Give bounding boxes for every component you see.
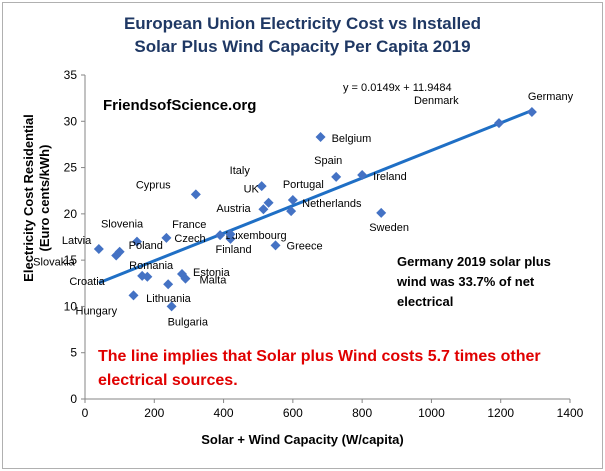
data-label-greece: Greece	[287, 240, 323, 252]
data-point-uk	[263, 197, 274, 208]
data-label-denmark: Denmark	[414, 95, 459, 107]
data-point-latvia	[93, 244, 104, 255]
data-label-slovenia: Slovenia	[101, 219, 144, 231]
data-point-sweden	[376, 207, 387, 218]
data-point-slovenia	[131, 236, 142, 247]
x-tick-label: 600	[283, 406, 303, 420]
data-point-hungary	[128, 290, 139, 301]
trendline	[98, 109, 533, 285]
data-label-slovakia: Slovakia	[33, 257, 75, 269]
chart-subtitle: Solar Plus Wind Capacity Per Capita 2019	[134, 37, 471, 56]
y-axis-label: Electricity Cost Residential (Euro cents…	[21, 93, 53, 303]
x-tick-label: 0	[82, 406, 89, 420]
y-tick-label: 30	[64, 114, 78, 128]
data-label-malta: Malta	[199, 275, 227, 287]
y-tick-label: 0	[70, 392, 77, 406]
data-label-lithuania: Lithuania	[146, 293, 192, 305]
y-axis-label-line1: Electricity Cost Residential	[21, 114, 36, 282]
data-label-belgium: Belgium	[332, 133, 372, 145]
data-label-sweden: Sweden	[369, 222, 409, 234]
x-axis-label: Solar + Wind Capacity (W/capita)	[201, 432, 404, 447]
data-label-italy: Italy	[230, 165, 251, 177]
y-tick-label: 20	[64, 207, 78, 221]
data-label-estonia: Estonia	[193, 267, 231, 279]
y-axis-label-line2: (Euro cents/kWh)	[37, 144, 52, 252]
data-point-austria	[258, 204, 269, 215]
data-point-finland	[225, 229, 236, 240]
data-label-finland: Finland	[216, 244, 252, 256]
x-tick-label: 400	[214, 406, 234, 420]
data-point-malta	[180, 273, 191, 284]
claim-annotation: The line implies that Solar plus Wind co…	[98, 348, 541, 389]
data-label-ireland: Ireland	[373, 171, 407, 183]
x-tick-label: 800	[352, 406, 372, 420]
data-label-croatia: Croatia	[69, 276, 105, 288]
data-label-germany: Germany	[528, 91, 574, 103]
y-tick-label: 10	[64, 299, 78, 313]
data-point-cyprus	[190, 189, 201, 200]
data-point-ireland	[357, 169, 368, 180]
data-label-poland: Poland	[129, 240, 163, 252]
data-label-spain: Spain	[314, 155, 342, 167]
x-tick-label: 1200	[487, 406, 514, 420]
y-tick-label: 35	[64, 68, 78, 82]
germany-note: Germany 2019 solar plus wind was 33.7% o…	[397, 254, 551, 309]
data-point-italy	[256, 181, 267, 192]
data-point-netherlands	[286, 206, 297, 217]
data-label-latvia: Latvia	[62, 235, 92, 247]
data-label-bulgaria: Bulgaria	[168, 316, 209, 328]
data-point-lithuania	[163, 279, 174, 290]
y-tick-label: 15	[64, 253, 78, 267]
x-tick-label: 1400	[557, 406, 584, 420]
chart-title: European Union Electricity Cost vs Insta…	[123, 14, 482, 33]
data-point-france	[215, 230, 226, 241]
data-point-czech	[161, 232, 172, 243]
y-tick-label: 25	[64, 161, 78, 175]
data-label-luxembourg: Luxembourg	[226, 230, 287, 242]
x-tick-label: 200	[144, 406, 164, 420]
data-label-portugal: Portugal	[283, 179, 324, 191]
data-label-cyprus: Cyprus	[136, 179, 171, 191]
data-point-denmark	[493, 118, 504, 129]
data-point-belgium	[315, 132, 326, 143]
data-point-greece	[270, 240, 281, 251]
data-label-france: France	[172, 219, 206, 231]
x-tick-label: 1000	[418, 406, 445, 420]
trendline-equation: y = 0.0149x + 11.9484	[343, 82, 452, 94]
data-point-portugal	[287, 194, 298, 205]
data-label-uk: UK	[244, 184, 260, 196]
data-label-hungary: Hungary	[76, 305, 118, 317]
watermark-text: FriendsofScience.org	[103, 97, 257, 114]
data-point-bulgaria	[166, 301, 177, 312]
data-point-germany	[526, 107, 537, 118]
data-point-slovakia	[111, 250, 122, 261]
data-label-netherlands: Netherlands	[302, 198, 362, 210]
data-point-spain	[331, 171, 342, 182]
y-tick-label: 5	[70, 346, 77, 360]
data-label-austria: Austria	[216, 203, 251, 215]
data-label-romania: Romania	[129, 260, 174, 272]
data-point-croatia	[142, 271, 153, 282]
data-label-czech: Czech	[174, 233, 205, 245]
